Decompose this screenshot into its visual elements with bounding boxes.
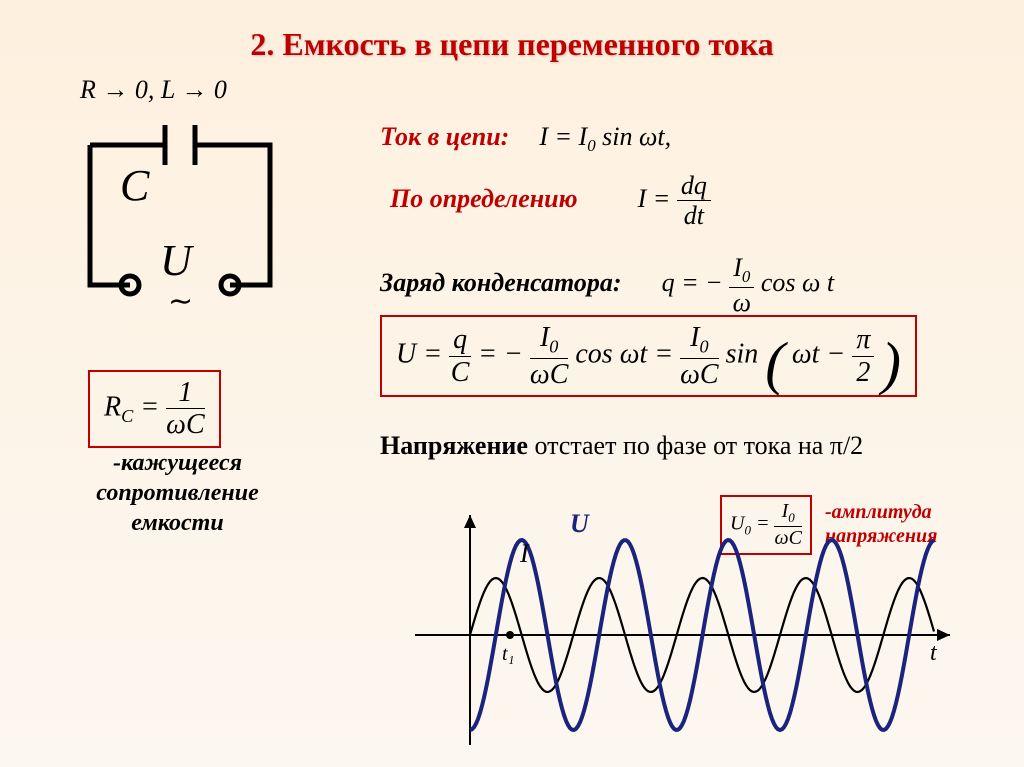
graph-u-label: U <box>570 509 590 538</box>
current-label: Ток в цепи: <box>380 122 509 152</box>
voltage-formula: U = qC = − I0ωC cos ωt = I0ωC sin ( ωt −… <box>380 315 917 397</box>
t1-marker <box>506 631 514 639</box>
x-axis-arrow <box>937 629 950 641</box>
definition-label: По определению <box>390 184 578 214</box>
reactance-formula: RC = 1 ωC <box>88 370 221 448</box>
slide-title: 2. Емкость в цепи переменного тока <box>0 26 1024 63</box>
circuit-label-c: C <box>120 161 150 210</box>
definition-formula: I = dq dt <box>638 172 711 230</box>
current-formula: I = I0 sin ωt, <box>539 122 671 156</box>
charge-formula: q = − I0 ω cos ω t <box>662 254 834 316</box>
phase-statement: Напряжение отстает по фазе от тока на π/… <box>380 428 980 463</box>
graph-i-label: I <box>519 539 530 568</box>
charge-label: Заряд конденсатора: <box>380 268 622 298</box>
assumption-text: R → 0, L → 0 <box>80 75 227 105</box>
phase-graph: U I t t₁ <box>405 500 965 750</box>
graph-t1-label: t₁ <box>502 643 515 665</box>
graph-t-label: t <box>930 640 938 666</box>
svg-text:∼: ∼ <box>168 285 193 315</box>
circuit-diagram: C U ∼ <box>60 115 300 315</box>
y-axis-arrow <box>464 515 476 528</box>
charge-line: Заряд конденсатора: q = − I0 ω cos ω t <box>380 254 834 316</box>
definition-line: По определению I = dq dt <box>390 172 711 230</box>
current-line: Ток в цепи: I = I0 sin ωt, <box>380 122 671 156</box>
reactance-caption: -кажущееся сопротивление емкости <box>60 448 295 538</box>
circuit-label-u: U <box>160 236 195 285</box>
